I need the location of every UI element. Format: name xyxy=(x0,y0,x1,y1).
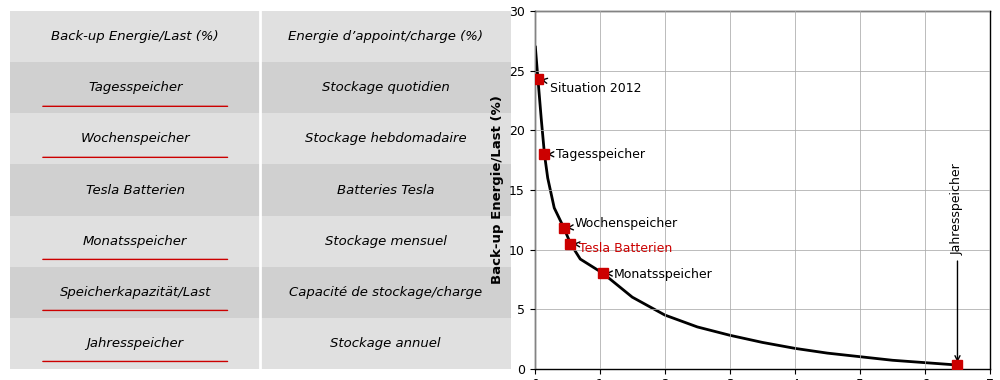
Text: Back-up Energie/Last (%): Back-up Energie/Last (%) xyxy=(51,30,219,43)
Bar xyxy=(10,215,260,266)
Bar xyxy=(260,114,511,165)
Text: Stockage quotidien: Stockage quotidien xyxy=(322,81,449,95)
Bar xyxy=(260,318,511,369)
Bar xyxy=(260,11,511,62)
Text: Wochenspeicher: Wochenspeicher xyxy=(80,133,190,146)
Text: Situation 2012: Situation 2012 xyxy=(542,78,641,95)
Bar xyxy=(260,62,511,114)
Text: Tesla Batterien: Tesla Batterien xyxy=(573,242,672,255)
Bar xyxy=(10,318,260,369)
Text: Monatsspeicher: Monatsspeicher xyxy=(607,268,713,281)
Bar xyxy=(10,165,260,215)
Y-axis label: Back-up Energie/Last (%): Back-up Energie/Last (%) xyxy=(491,95,504,285)
Text: Tesla Batterien: Tesla Batterien xyxy=(86,184,185,196)
Bar xyxy=(260,266,511,318)
Text: Monatsspeicher: Monatsspeicher xyxy=(83,234,187,247)
Text: Energie d’appoint/charge (%): Energie d’appoint/charge (%) xyxy=(288,30,483,43)
Bar xyxy=(260,165,511,215)
Text: Jahresspeicher: Jahresspeicher xyxy=(951,164,964,361)
Text: Wochenspeicher: Wochenspeicher xyxy=(568,217,678,230)
Text: Tagesspeicher: Tagesspeicher xyxy=(88,81,182,95)
Bar xyxy=(10,114,260,165)
Bar xyxy=(10,266,260,318)
Bar xyxy=(10,62,260,114)
Bar xyxy=(10,11,260,62)
Text: Tagesspeicher: Tagesspeicher xyxy=(549,148,645,161)
Text: Speicherkapazität/Last: Speicherkapazität/Last xyxy=(60,285,211,299)
Text: Stockage annuel: Stockage annuel xyxy=(330,337,441,350)
Text: Stockage hebdomadaire: Stockage hebdomadaire xyxy=(305,133,466,146)
Text: Batteries Tesla: Batteries Tesla xyxy=(337,184,434,196)
Text: Capacité de stockage/charge: Capacité de stockage/charge xyxy=(289,285,482,299)
Text: Stockage mensuel: Stockage mensuel xyxy=(325,234,447,247)
Bar xyxy=(260,215,511,266)
Text: Jahresspeicher: Jahresspeicher xyxy=(87,337,184,350)
